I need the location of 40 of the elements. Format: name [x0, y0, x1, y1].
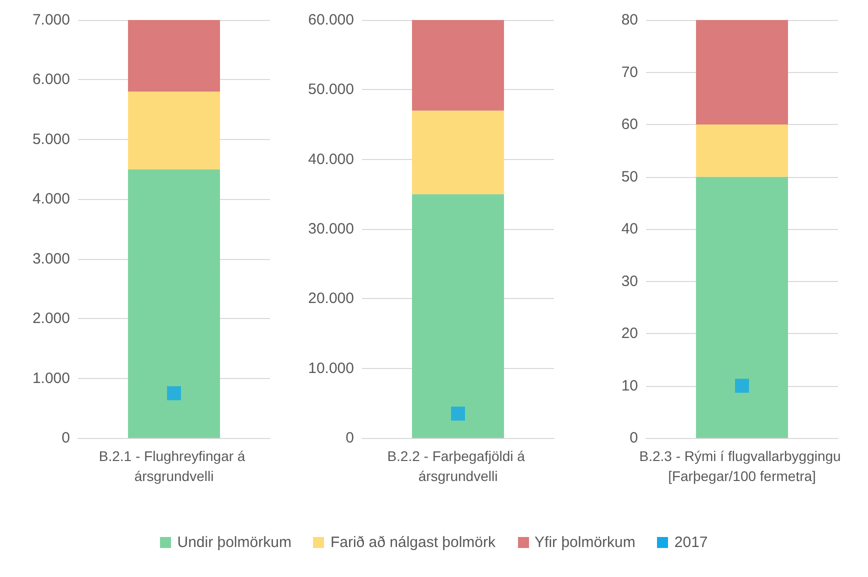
bar — [696, 176, 788, 438]
y-tick-label: 30.000 — [308, 220, 354, 238]
y-tick-label: 70 — [621, 64, 638, 81]
y-tick-label: 10.000 — [308, 360, 354, 377]
y-tick-label: 0 — [630, 430, 638, 446]
y-tick-label: 6.000 — [32, 71, 70, 88]
legend-label: Farið að nálgast þolmörk — [329, 534, 496, 551]
y-tick-label: 40.000 — [308, 150, 354, 168]
y-tick-label: 80 — [621, 12, 638, 28]
bar — [412, 110, 504, 194]
bar — [128, 20, 220, 92]
y-tick-label: 0 — [62, 430, 70, 446]
y-tick-label: 60 — [621, 116, 638, 133]
x-tick-label: B.2.2 - Farþegafjöldi á ársgrundvelli — [387, 448, 529, 484]
y-tick-label: 5.000 — [32, 130, 70, 148]
y-tick-label: 0 — [346, 430, 354, 446]
y-tick-label: 1.000 — [32, 370, 70, 387]
bar — [696, 124, 788, 177]
y-tick-label: 10 — [621, 377, 638, 394]
y-tick-label: 50.000 — [308, 81, 354, 98]
x-tick-label: B.2.3 - Rými í flugvallarbyggingu [Farþegar/100 fermetra] — [639, 448, 845, 484]
y-tick-label: 2.000 — [32, 310, 70, 328]
bar — [696, 20, 788, 124]
bar — [128, 92, 220, 170]
y-tick-label: 4.000 — [32, 190, 70, 208]
y-tick-label: 30 — [621, 272, 638, 290]
y-tick-label: 20.000 — [308, 290, 354, 308]
legend-label: 2017 — [673, 534, 708, 551]
bar — [128, 169, 220, 438]
bar — [412, 20, 504, 111]
legend-label: Yfir þolmörkum — [534, 534, 636, 551]
y-tick-label: 7.000 — [32, 12, 70, 28]
y-tick-label: 3.000 — [32, 250, 70, 268]
y-tick-label: 40 — [621, 220, 638, 238]
x-tick-label: B.2.1 - Flughreyfingar á ársgrundvelli — [98, 448, 250, 484]
bar — [412, 194, 504, 438]
legend-label: Undir þolmörkum — [176, 534, 292, 551]
y-tick-label: 50 — [621, 168, 638, 186]
y-tick-label: 60.000 — [308, 12, 354, 28]
y-tick-label: 20 — [621, 325, 638, 342]
